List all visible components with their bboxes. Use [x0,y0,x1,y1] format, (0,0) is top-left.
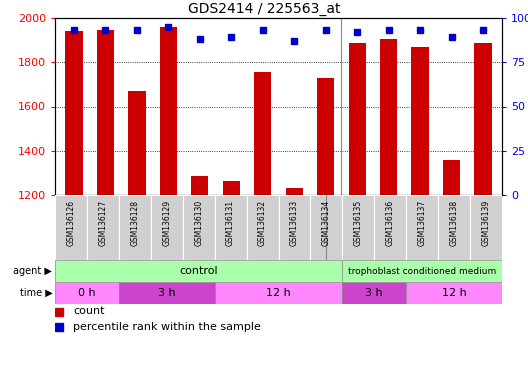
Bar [443,160,460,195]
Text: agent ▶: agent ▶ [14,266,52,276]
Bar [97,30,114,195]
Text: 12 h: 12 h [442,288,466,298]
Bar [215,282,342,304]
Text: 12 h: 12 h [266,288,291,298]
Bar [406,282,502,304]
Bar [406,195,438,260]
Bar [310,195,342,260]
Text: trophoblast conditioned medium: trophoblast conditioned medium [348,266,496,275]
Bar [286,189,303,195]
Bar [317,78,334,195]
Bar [151,195,183,260]
Text: 3 h: 3 h [158,288,176,298]
Bar [348,43,366,195]
Text: GSM136137: GSM136137 [418,200,427,247]
Bar [119,195,151,260]
Text: percentile rank within the sample: percentile rank within the sample [73,321,261,331]
Bar [278,195,310,260]
Bar [470,195,502,260]
Text: GSM136132: GSM136132 [258,200,267,246]
Bar [374,195,406,260]
Text: GSM136127: GSM136127 [98,200,107,246]
Text: GSM136136: GSM136136 [386,200,395,247]
Bar [87,195,119,260]
Text: GSM136139: GSM136139 [482,200,491,247]
Bar [475,43,492,195]
Bar [438,195,470,260]
Bar [183,195,215,260]
Text: GSM136130: GSM136130 [194,200,203,247]
Text: GSM136126: GSM136126 [67,200,76,246]
Bar [342,282,406,304]
Bar [65,31,82,195]
Text: 0 h: 0 h [78,288,96,298]
Text: GSM136129: GSM136129 [162,200,171,246]
Text: GSM136134: GSM136134 [322,200,331,247]
Text: GSM136133: GSM136133 [290,200,299,247]
Bar [119,282,215,304]
Bar [55,282,119,304]
Bar [247,195,278,260]
Text: GDS2414 / 225563_at: GDS2414 / 225563_at [188,2,340,16]
Text: 3 h: 3 h [365,288,383,298]
Text: count: count [73,306,105,316]
Bar [342,195,374,260]
Bar [254,72,271,195]
Text: time ▶: time ▶ [20,288,52,298]
Text: GSM136138: GSM136138 [450,200,459,246]
Bar [128,91,146,195]
Bar [223,180,240,195]
Bar [159,27,177,195]
Text: GSM136128: GSM136128 [130,200,139,246]
Text: control: control [180,266,218,276]
Bar [342,260,502,282]
Bar [191,176,209,195]
Text: GSM136131: GSM136131 [226,200,235,246]
Bar [215,195,247,260]
Bar [55,260,342,282]
Bar [55,195,87,260]
Text: GSM136135: GSM136135 [354,200,363,247]
Bar [411,47,429,195]
Bar [380,39,398,195]
